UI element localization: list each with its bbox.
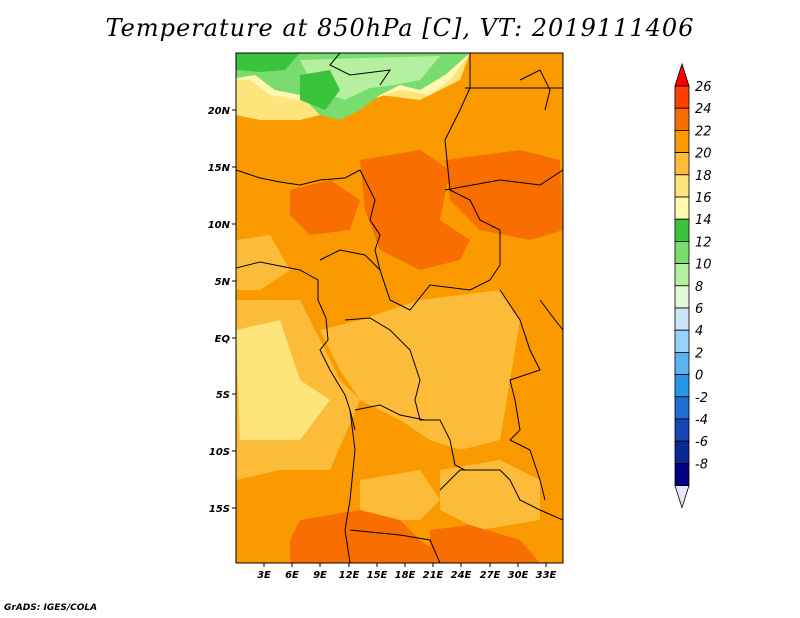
colorbar-swatch <box>674 85 690 109</box>
latitude-axis: 20N 15N 10N 5N EQ 5S 10S 15S <box>208 106 236 515</box>
lon-label-27e: 27E <box>480 570 501 581</box>
colorbar-label: -2 <box>695 391 708 406</box>
lon-label-33e: 33E <box>536 570 557 581</box>
colorbar-label: 22 <box>695 124 712 139</box>
lon-label-15e: 15E <box>367 570 388 581</box>
colorbar-swatch <box>674 263 690 287</box>
lat-label-20n: 20N <box>208 106 231 117</box>
temperature-field <box>236 53 563 563</box>
lon-label-18e: 18E <box>395 570 416 581</box>
colorbar-swatch <box>674 396 690 420</box>
lat-label-15s: 15S <box>209 504 230 515</box>
colorbar-swatch <box>674 240 690 264</box>
colorbar-swatch <box>674 152 690 176</box>
longitude-axis: 3E 6E 9E 12E 15E 18E 21E 24E 27E 30E 33E <box>257 563 557 581</box>
map-frame <box>235 52 564 564</box>
lon-label-3e: 3E <box>257 570 271 581</box>
colorbar-swatch <box>674 418 690 442</box>
lat-label-10s: 10S <box>209 447 230 458</box>
colorbar-label: 20 <box>695 147 712 162</box>
lon-label-30e: 30E <box>508 570 529 581</box>
country-borders <box>236 53 563 563</box>
grads-credit: GrADS: IGES/COLA <box>4 603 98 613</box>
colorbar-label: 8 <box>695 280 703 295</box>
colorbar-swatch <box>674 440 690 464</box>
colorbar-label: 10 <box>695 258 712 273</box>
colorbar-label: 16 <box>695 191 712 206</box>
colorbar-label: 4 <box>695 324 703 339</box>
colorbar-swatch <box>674 107 690 131</box>
lat-label-15n: 15N <box>208 163 231 174</box>
colorbar-label: 0 <box>695 369 703 384</box>
lon-label-24e: 24E <box>451 570 472 581</box>
colorbar-label: -8 <box>695 457 708 472</box>
colorbar-label: 24 <box>695 102 712 117</box>
colorbar-swatch <box>674 351 690 375</box>
colorbar-swatch <box>674 374 690 398</box>
lat-label-10n: 10N <box>208 220 231 231</box>
colorbar-swatch <box>674 129 690 153</box>
lon-label-9e: 9E <box>313 570 327 581</box>
lat-label-eq: EQ <box>215 334 231 345</box>
map-title: Temperature at 850hPa [C], VT: 201911140… <box>105 14 695 42</box>
colorbar-swatch <box>674 285 690 309</box>
colorbar-label: 14 <box>695 213 712 228</box>
lon-label-12e: 12E <box>339 570 360 581</box>
colorbar-lower-triangle <box>674 485 690 509</box>
lat-label-5s: 5S <box>216 390 230 401</box>
colorbar-upper-triangle <box>674 62 690 87</box>
colorbar-label: 26 <box>695 80 712 95</box>
lon-label-6e: 6E <box>285 570 299 581</box>
colorbar-swatch <box>674 218 690 242</box>
colorbar-label: -4 <box>695 413 708 428</box>
colorbar-swatch <box>674 307 690 331</box>
colorbar-swatch <box>674 462 690 486</box>
colorbar-label: 18 <box>695 169 712 184</box>
lon-label-21e: 21E <box>423 570 444 581</box>
colorbar-label: 12 <box>695 235 712 250</box>
colorbar-label: -6 <box>695 435 708 450</box>
colorbar-swatch <box>674 329 690 353</box>
colorbar-swatch <box>674 196 690 220</box>
colorbar-label: 2 <box>695 346 703 361</box>
colorbar-swatch <box>674 174 690 198</box>
lat-label-5n: 5N <box>215 277 231 288</box>
colorbar-label: 6 <box>695 302 703 317</box>
